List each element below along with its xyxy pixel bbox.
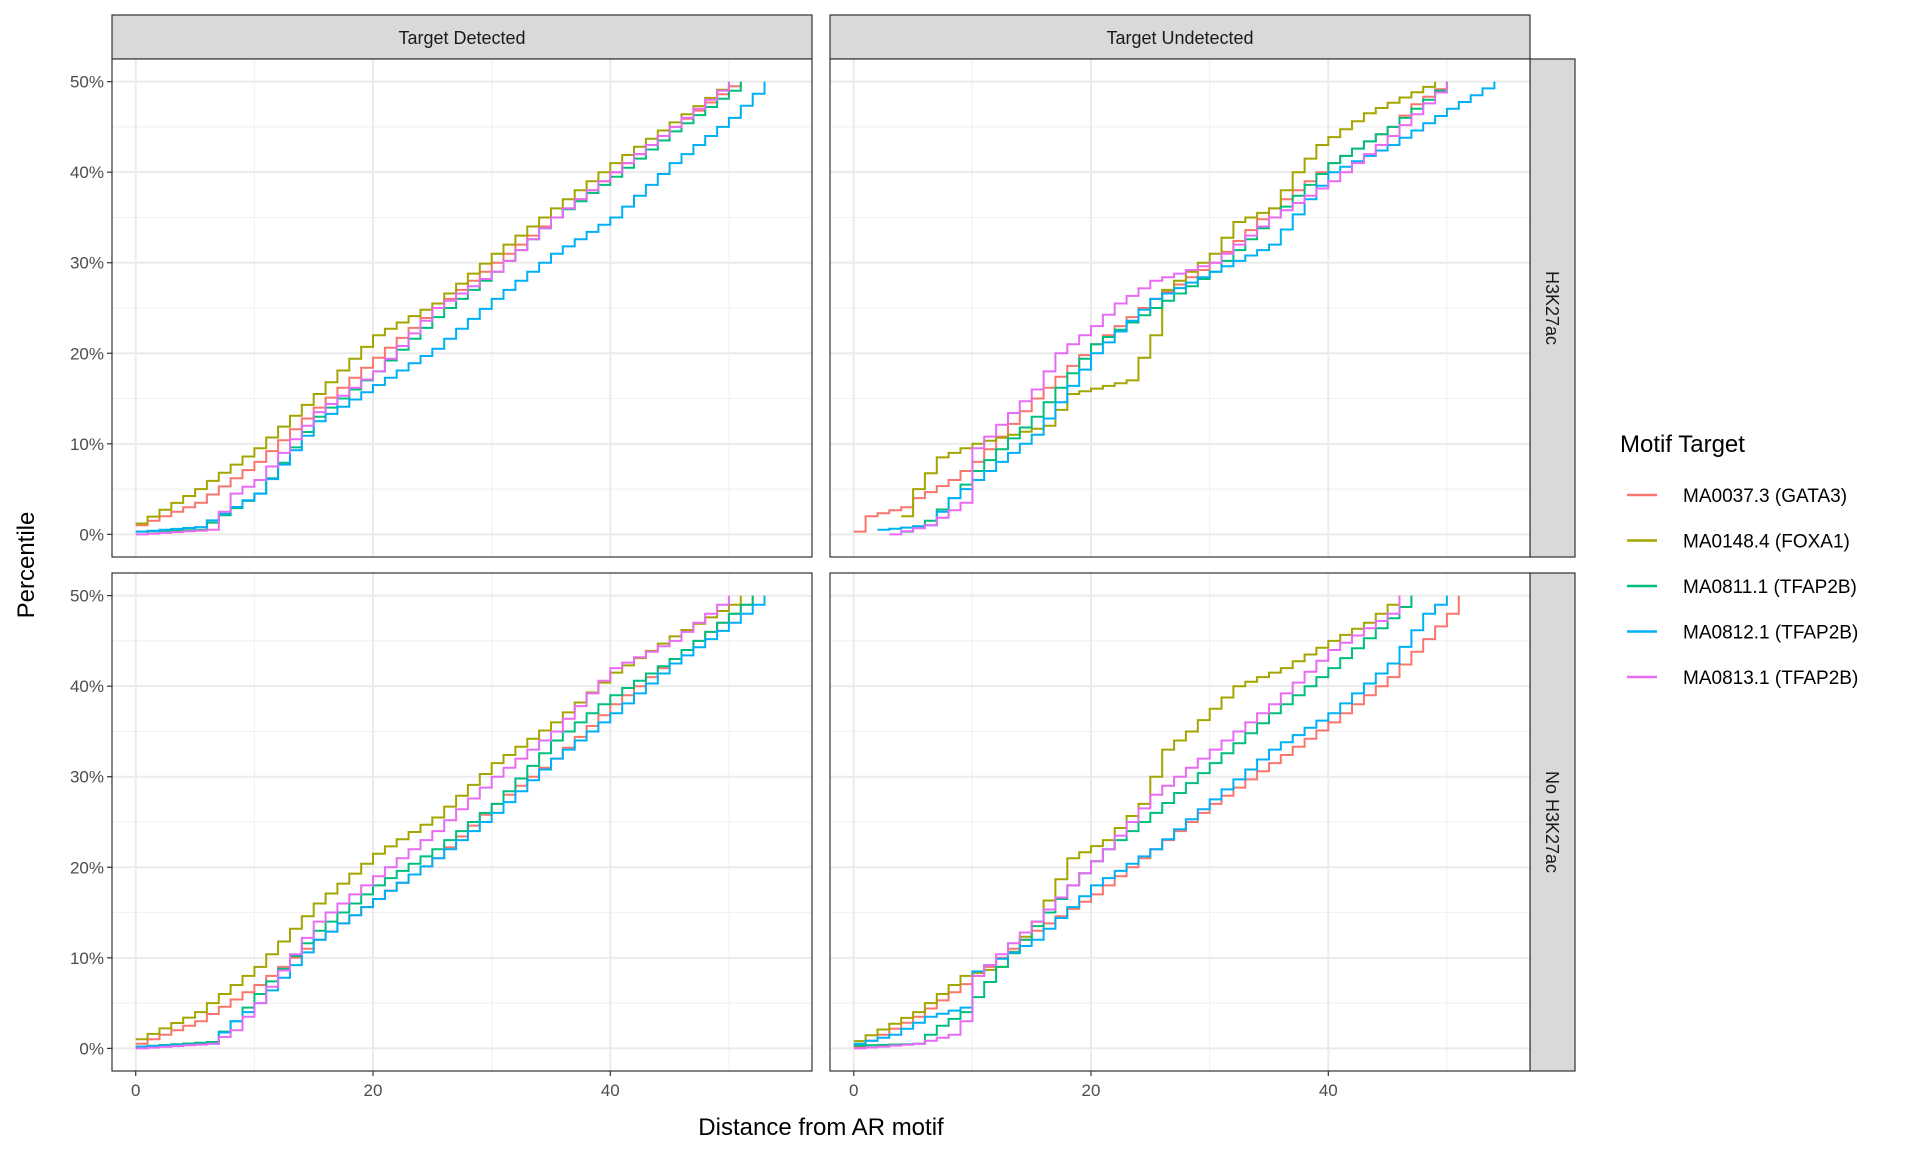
y-tick-label: 40% (70, 677, 104, 696)
x-axis-title: Distance from AR motif (698, 1114, 944, 1141)
series-line (853, 595, 1401, 1043)
series-line (853, 595, 1401, 1050)
panel-border (829, 58, 1531, 558)
x-tick-label: 0 (131, 1081, 140, 1100)
y-tick-label: 0% (79, 525, 104, 544)
y-axis-title: Percentile (13, 512, 40, 619)
series-line (135, 81, 730, 536)
legend-label: MA0037.3 (GATA3) (1683, 486, 1847, 507)
series-line (853, 595, 1413, 1047)
legend-label: MA0812.1 (TFAP2B) (1683, 623, 1858, 644)
panel-border (111, 58, 813, 558)
y-tick-label: 50% (70, 587, 104, 606)
facet-strip-row (1529, 58, 1576, 558)
facet-panel: 0% 10% 20% 30% 40% 50% 0 20 40 (70, 572, 813, 1100)
y-tick-label: 0% (79, 1039, 104, 1058)
legend-item: MA0812.1 (TFAP2B) (1627, 623, 1858, 644)
x-tick-label: 40 (601, 1081, 620, 1100)
series-line (853, 595, 1448, 1045)
y-tick-label: 30% (70, 254, 104, 273)
series-line (889, 81, 1448, 536)
legend-item: MA0037.3 (GATA3) (1627, 486, 1847, 507)
x-tick-label: 40 (1319, 1081, 1338, 1100)
facet-panel (829, 58, 1531, 558)
facet-strip-label: H3K27ac (1542, 271, 1562, 345)
legend: Motif Target MA0037.3 (GATA3) MA0148.4 (FO… (1620, 431, 1858, 689)
y-tick-label: 10% (70, 949, 104, 968)
legend-title: Motif Target (1620, 431, 1745, 458)
series-line (135, 81, 742, 533)
legend-item: MA0813.1 (TFAP2B) (1627, 668, 1858, 689)
facet-strip-column (111, 14, 813, 60)
y-tick-label: 20% (70, 858, 104, 877)
x-tick-label: 20 (364, 1081, 383, 1100)
facet-strip-label: Target Detected (398, 28, 525, 48)
series-line (135, 595, 766, 1048)
facet-panel: 0 20 40 (829, 572, 1531, 1100)
x-tick-label: 0 (849, 1081, 858, 1100)
y-tick-label: 40% (70, 163, 104, 182)
series-line (135, 81, 766, 533)
panel-border (829, 572, 1531, 1072)
legend-item: MA0148.4 (FOXA1) (1627, 532, 1850, 553)
facet-strip-label: No H3K27ac (1542, 771, 1562, 873)
facet-strip-row (1529, 572, 1576, 1072)
y-tick-label: 10% (70, 435, 104, 454)
y-tick-label: 50% (70, 73, 104, 92)
y-tick-label: 30% (70, 768, 104, 787)
facet-strip-label: Target Undetected (1106, 28, 1253, 48)
series-line (135, 81, 730, 525)
legend-label: MA0148.4 (FOXA1) (1683, 532, 1850, 553)
legend-label: MA0811.1 (TFAP2B) (1683, 577, 1857, 598)
series-line (135, 595, 730, 1050)
facet-panel: 0% 10% 20% 30% 40% 50% (70, 58, 813, 558)
legend-label: MA0813.1 (TFAP2B) (1683, 668, 1858, 689)
panel-border (111, 572, 813, 1072)
facet-strip-column (829, 14, 1531, 60)
x-tick-label: 20 (1082, 1081, 1101, 1100)
y-tick-label: 20% (70, 344, 104, 363)
series-line (877, 81, 1496, 531)
legend-item: MA0811.1 (TFAP2B) (1627, 577, 1857, 598)
